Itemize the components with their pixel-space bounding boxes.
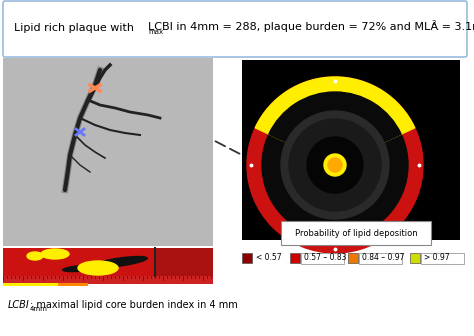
Ellipse shape: [41, 249, 69, 259]
FancyBboxPatch shape: [281, 221, 431, 245]
Bar: [3, 283, 58, 286]
Circle shape: [281, 111, 389, 219]
Circle shape: [307, 137, 363, 193]
Bar: [3, 58, 213, 246]
Ellipse shape: [27, 252, 43, 260]
Text: 2: 2: [432, 20, 437, 26]
FancyBboxPatch shape: [421, 252, 465, 263]
Text: Probability of lipid deposition: Probability of lipid deposition: [295, 228, 417, 238]
Text: < 0.57: < 0.57: [256, 253, 282, 262]
FancyBboxPatch shape: [359, 252, 402, 263]
Circle shape: [324, 154, 346, 176]
Circle shape: [328, 158, 342, 172]
Bar: [290, 253, 300, 263]
Text: 0.84 – 0.97: 0.84 – 0.97: [362, 253, 404, 262]
Circle shape: [262, 92, 408, 238]
Text: max: max: [148, 29, 163, 35]
Text: LCBI: LCBI: [8, 300, 30, 310]
Bar: [242, 253, 252, 263]
Circle shape: [289, 119, 381, 211]
Bar: [348, 253, 358, 263]
Text: : maximal lipid core burden index in 4 mm: : maximal lipid core burden index in 4 m…: [30, 300, 238, 310]
Wedge shape: [255, 77, 415, 165]
Text: .: .: [436, 22, 439, 32]
FancyBboxPatch shape: [3, 1, 467, 57]
Bar: [3, 58, 213, 246]
Text: LCBI in 4mm = 288, plaque burden = 72% and MLA = 3.1mm: LCBI in 4mm = 288, plaque burden = 72% a…: [148, 22, 474, 32]
Bar: [242, 60, 460, 240]
Circle shape: [247, 77, 423, 253]
Text: 0.57 – 0.83: 0.57 – 0.83: [304, 253, 346, 262]
Ellipse shape: [63, 264, 108, 271]
FancyBboxPatch shape: [301, 252, 345, 263]
Ellipse shape: [93, 256, 147, 267]
Ellipse shape: [78, 261, 118, 275]
Bar: [156, 248, 213, 276]
Wedge shape: [269, 92, 401, 165]
Text: Lipid rich plaque with: Lipid rich plaque with: [14, 23, 134, 33]
Bar: [58, 283, 88, 286]
Bar: [410, 253, 420, 263]
Text: > 0.97: > 0.97: [424, 253, 450, 262]
Text: 4mm: 4mm: [30, 306, 48, 312]
Bar: [3, 248, 213, 276]
Bar: [3, 276, 213, 284]
